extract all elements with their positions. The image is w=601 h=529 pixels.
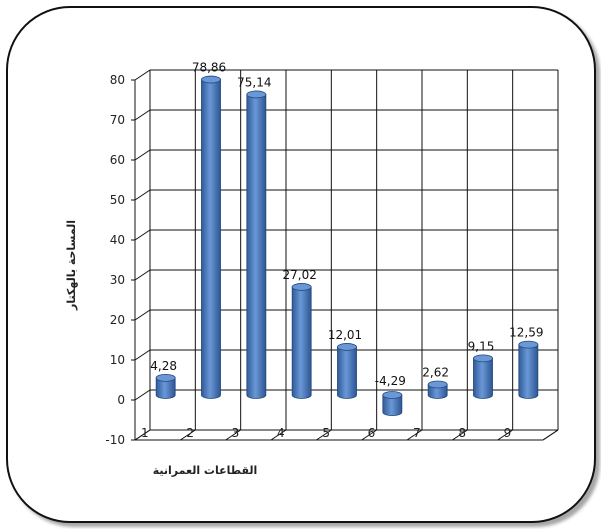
grid-line-side xyxy=(134,269,151,281)
y-tick-label: 70 xyxy=(110,113,125,127)
grid-line-side xyxy=(134,109,151,121)
grid-line-side xyxy=(134,309,151,321)
floor-grid-line xyxy=(225,429,241,441)
bar-top xyxy=(291,283,312,291)
y-tick-label: 0 xyxy=(117,393,125,407)
bar-top xyxy=(246,90,267,99)
y-axis-ticks: -10 0 10 20 30 40 50 60 70 80 xyxy=(105,73,125,447)
y-axis-title: المساحة بالهكتار xyxy=(65,220,78,311)
bar xyxy=(201,75,221,399)
bar-body xyxy=(201,79,221,399)
data-label: 2,62 xyxy=(422,366,449,380)
y-tick-label: 10 xyxy=(110,353,125,367)
data-label: 9,15 xyxy=(468,339,495,353)
data-label: 27,02 xyxy=(282,268,316,282)
y-tick-label: 60 xyxy=(110,153,125,167)
data-label: 4,28 xyxy=(150,359,177,373)
bar-body xyxy=(382,394,403,417)
data-labels: 4,28 78,86 75,14 27,02 12,01 -4,29 2,62 9,15 12,… xyxy=(150,61,543,388)
x-tick-label: 7 xyxy=(413,426,421,440)
bar xyxy=(473,354,493,399)
bar xyxy=(337,343,357,399)
floor-grid-line xyxy=(361,429,377,441)
bar-body xyxy=(518,344,539,399)
x-axis-ticks: 1 2 3 4 5 6 7 8 9 xyxy=(141,426,511,440)
x-tick-label: 2 xyxy=(186,426,194,440)
bar xyxy=(291,283,312,399)
x-tick-label: 4 xyxy=(277,426,285,440)
data-label: -4,29 xyxy=(375,374,406,388)
grid-line-side xyxy=(134,349,151,361)
x-tick-label: 8 xyxy=(458,426,466,440)
x-tick-label: 6 xyxy=(368,426,376,440)
floor-grid-line xyxy=(542,429,559,441)
bar-top xyxy=(201,75,221,84)
x-tick-label: 5 xyxy=(322,426,330,440)
floor-grid-line xyxy=(406,429,423,441)
bar-top xyxy=(337,343,357,351)
y-tick-label: 80 xyxy=(110,73,125,87)
x-axis-title: القطاعات العمرانية xyxy=(153,464,258,477)
x-tick-label: 9 xyxy=(504,426,512,440)
bar xyxy=(518,340,539,399)
bar-body xyxy=(291,286,312,399)
chart-frame xyxy=(6,6,596,523)
bar-body xyxy=(155,377,176,399)
floor-grid-line xyxy=(497,429,513,441)
bar-body xyxy=(246,94,267,399)
bar-top xyxy=(155,373,176,382)
floor-grid-line xyxy=(270,429,287,441)
grid-line-side xyxy=(134,189,151,201)
bar-body xyxy=(427,384,448,399)
bar-top xyxy=(427,380,448,389)
data-label: 78,86 xyxy=(192,61,226,75)
y-tick-label: 50 xyxy=(110,193,125,207)
floor-grid-line xyxy=(452,429,468,441)
bar-top xyxy=(382,391,403,399)
bar-top xyxy=(473,354,493,363)
y-tick-label: 30 xyxy=(110,273,125,287)
grid-line-side xyxy=(134,69,151,81)
bar-body xyxy=(337,346,357,399)
grid-line-side xyxy=(134,149,151,161)
floor-grid-line xyxy=(180,429,196,441)
grid-line-side xyxy=(134,389,151,401)
bars xyxy=(155,75,539,417)
floor-grid-line xyxy=(316,429,332,441)
grid-line-side xyxy=(134,229,151,241)
data-label: 12,01 xyxy=(328,328,362,342)
bar xyxy=(382,391,403,417)
y-tick-label: 20 xyxy=(110,313,125,327)
bar xyxy=(246,90,267,399)
floor-grid-line xyxy=(134,429,151,441)
x-tick-label: 1 xyxy=(141,426,149,440)
bar-top xyxy=(518,340,539,349)
data-label: 75,14 xyxy=(237,75,271,89)
bar xyxy=(427,380,448,399)
data-label: 12,59 xyxy=(509,326,543,340)
x-tick-label: 3 xyxy=(232,426,240,440)
bar-body xyxy=(473,358,493,399)
y-tick-label: -10 xyxy=(105,433,125,447)
bar xyxy=(155,373,176,399)
y-tick-label: 40 xyxy=(110,233,125,247)
